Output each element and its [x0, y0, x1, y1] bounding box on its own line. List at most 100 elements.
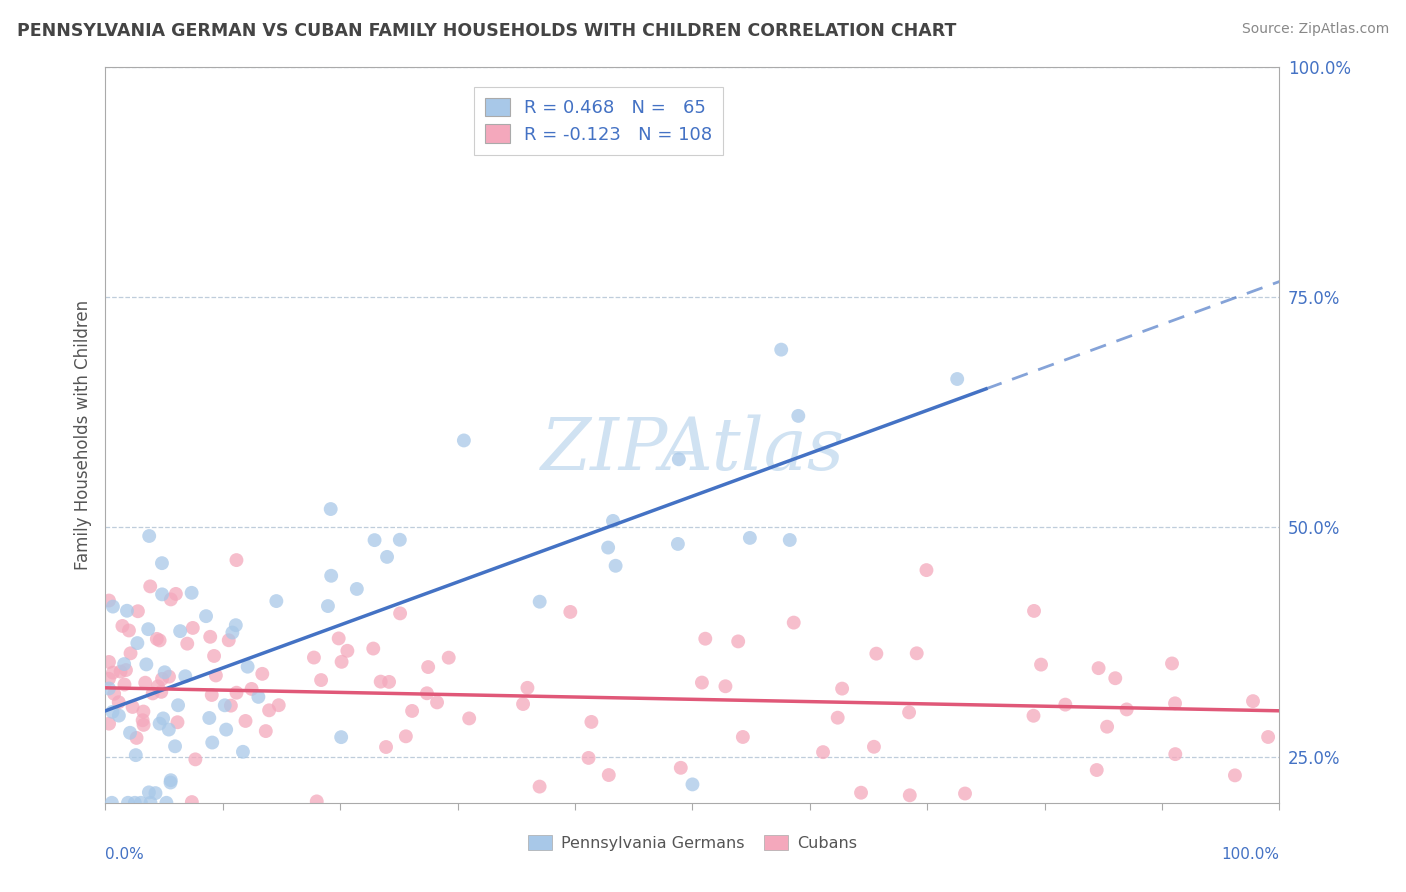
Point [127, 604, 149, 618]
Point [336, 644, 359, 658]
Point [205, 668, 228, 682]
Point [458, 711, 481, 725]
Text: ZIPAtlas: ZIPAtlas [540, 414, 845, 485]
Point [1029, 657, 1052, 672]
Point [529, 595, 551, 609]
Point [134, 675, 156, 690]
Point [1115, 702, 1137, 716]
Point [218, 633, 240, 648]
Point [235, 714, 257, 728]
Point [581, 714, 603, 729]
Point [605, 558, 627, 573]
Point [330, 730, 353, 744]
Point [145, 786, 167, 800]
Point [512, 697, 534, 711]
Point [1022, 708, 1045, 723]
Point [184, 752, 207, 766]
Point [915, 563, 938, 577]
Point [1022, 604, 1045, 618]
Point [257, 703, 280, 717]
Point [125, 731, 148, 745]
Point [225, 553, 247, 567]
Point [101, 599, 124, 614]
Point [139, 796, 162, 810]
Point [118, 624, 141, 638]
Point [180, 795, 202, 809]
Point [98, 672, 121, 686]
Point [108, 708, 131, 723]
Point [107, 695, 129, 709]
Point [142, 686, 165, 700]
Point [529, 780, 551, 794]
Point [516, 681, 538, 695]
Point [98, 681, 121, 696]
Point [578, 751, 600, 765]
Point [669, 761, 692, 775]
Point [328, 632, 350, 646]
Point [682, 777, 704, 791]
Point [375, 549, 398, 564]
Point [101, 705, 124, 719]
Point [115, 663, 138, 677]
Point [221, 625, 243, 640]
Point [301, 814, 323, 829]
Point [159, 773, 181, 788]
Text: 0.0%: 0.0% [105, 847, 145, 862]
Point [150, 587, 173, 601]
Point [118, 726, 141, 740]
Point [124, 796, 146, 810]
Text: Source: ZipAtlas.com: Source: ZipAtlas.com [1241, 22, 1389, 37]
Point [181, 621, 204, 635]
Point [240, 681, 263, 696]
Point [727, 634, 749, 648]
Point [157, 723, 180, 737]
Point [731, 730, 754, 744]
Point [159, 775, 181, 789]
Point [136, 622, 159, 636]
Point [111, 619, 134, 633]
Point [149, 716, 172, 731]
Point [770, 343, 793, 357]
Point [232, 745, 254, 759]
Point [330, 655, 353, 669]
Point [905, 646, 928, 660]
Point [214, 698, 236, 713]
Point [115, 604, 138, 618]
Point [849, 786, 872, 800]
Point [666, 537, 689, 551]
Point [166, 715, 188, 730]
Point [898, 789, 921, 803]
Point [266, 594, 288, 608]
Point [316, 599, 339, 613]
Point [1257, 730, 1279, 744]
Point [1164, 747, 1187, 761]
Point [714, 679, 737, 693]
Point [1164, 696, 1187, 710]
Point [898, 706, 921, 720]
Point [120, 646, 142, 660]
Point [152, 711, 174, 725]
Point [831, 681, 853, 696]
Point [157, 670, 180, 684]
Point [946, 372, 969, 386]
Point [236, 659, 259, 673]
Point [114, 677, 136, 691]
Point [319, 502, 342, 516]
Point [110, 665, 132, 679]
Point [363, 533, 385, 548]
Point [165, 739, 187, 754]
Point [779, 533, 801, 547]
Point [98, 655, 121, 669]
Point [150, 685, 173, 699]
Point [1104, 671, 1126, 685]
Point [668, 452, 690, 467]
Point [1161, 657, 1184, 671]
Point [388, 533, 411, 547]
Point [1085, 763, 1108, 777]
Point [827, 711, 849, 725]
Point [150, 672, 173, 686]
Point [125, 748, 148, 763]
Point [98, 716, 121, 731]
Point [321, 568, 343, 582]
Point [103, 687, 125, 701]
